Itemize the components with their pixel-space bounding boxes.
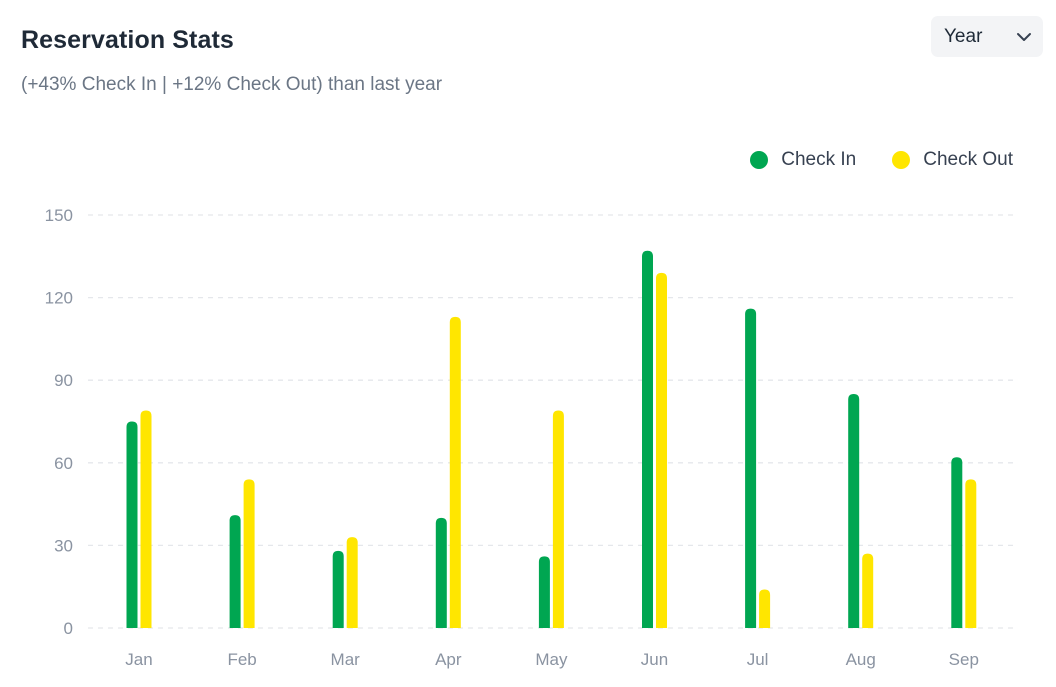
legend-label-check-out: Check Out (923, 149, 1013, 170)
bar-check-out-jul (759, 589, 771, 628)
x-tick-label: Jul (747, 650, 769, 669)
y-tick-label: 120 (45, 289, 73, 308)
y-tick-label: 0 (64, 619, 73, 638)
bar-check-in-aug (848, 393, 860, 628)
bar-check-out-aug (862, 553, 874, 628)
bar-check-out-jan (140, 410, 152, 628)
x-tick-label: Feb (227, 650, 256, 669)
x-tick-label: Apr (435, 650, 462, 669)
y-tick-label: 150 (45, 206, 73, 225)
x-tick-label: Jun (641, 650, 668, 669)
bar-check-out-mar (346, 537, 358, 628)
bar-check-in-sep (951, 457, 963, 628)
bar-check-in-jul (745, 308, 757, 628)
period-select-value: Year (944, 25, 983, 47)
period-select[interactable]: Year (931, 16, 1043, 57)
chart-legend: Check In Check Out (714, 149, 1013, 171)
legend-label-check-in: Check In (781, 149, 857, 170)
bar-check-in-apr (435, 517, 447, 628)
bar-check-in-feb (229, 515, 241, 628)
card-title: Reservation Stats (21, 26, 234, 54)
legend-item-check-in[interactable]: Check In (750, 149, 856, 171)
card-subtitle: (+43% Check In | +12% Check Out) than la… (21, 74, 443, 95)
bar-check-out-may (552, 410, 564, 628)
y-tick-label: 30 (54, 536, 73, 555)
y-tick-label: 60 (54, 454, 73, 473)
bar-check-in-may (538, 556, 550, 628)
x-tick-label: Jan (125, 650, 152, 669)
x-tick-label: May (535, 650, 568, 669)
bar-check-out-feb (243, 479, 255, 628)
bar-check-out-sep (965, 479, 977, 628)
legend-dot-check-in (750, 151, 769, 169)
x-tick-label: Aug (846, 650, 876, 669)
bar-check-out-apr (449, 316, 461, 628)
bar-check-in-jan (126, 421, 138, 628)
y-tick-label: 90 (54, 371, 73, 390)
legend-dot-check-out (892, 151, 911, 169)
legend-item-check-out[interactable]: Check Out (892, 149, 1013, 171)
bar-check-in-mar (332, 550, 344, 628)
bar-check-in-jun (642, 250, 653, 628)
bar-check-out-jun (656, 272, 667, 628)
x-tick-label: Sep (949, 650, 979, 669)
x-tick-label: Mar (331, 650, 361, 669)
chevron-down-icon (1017, 33, 1031, 41)
